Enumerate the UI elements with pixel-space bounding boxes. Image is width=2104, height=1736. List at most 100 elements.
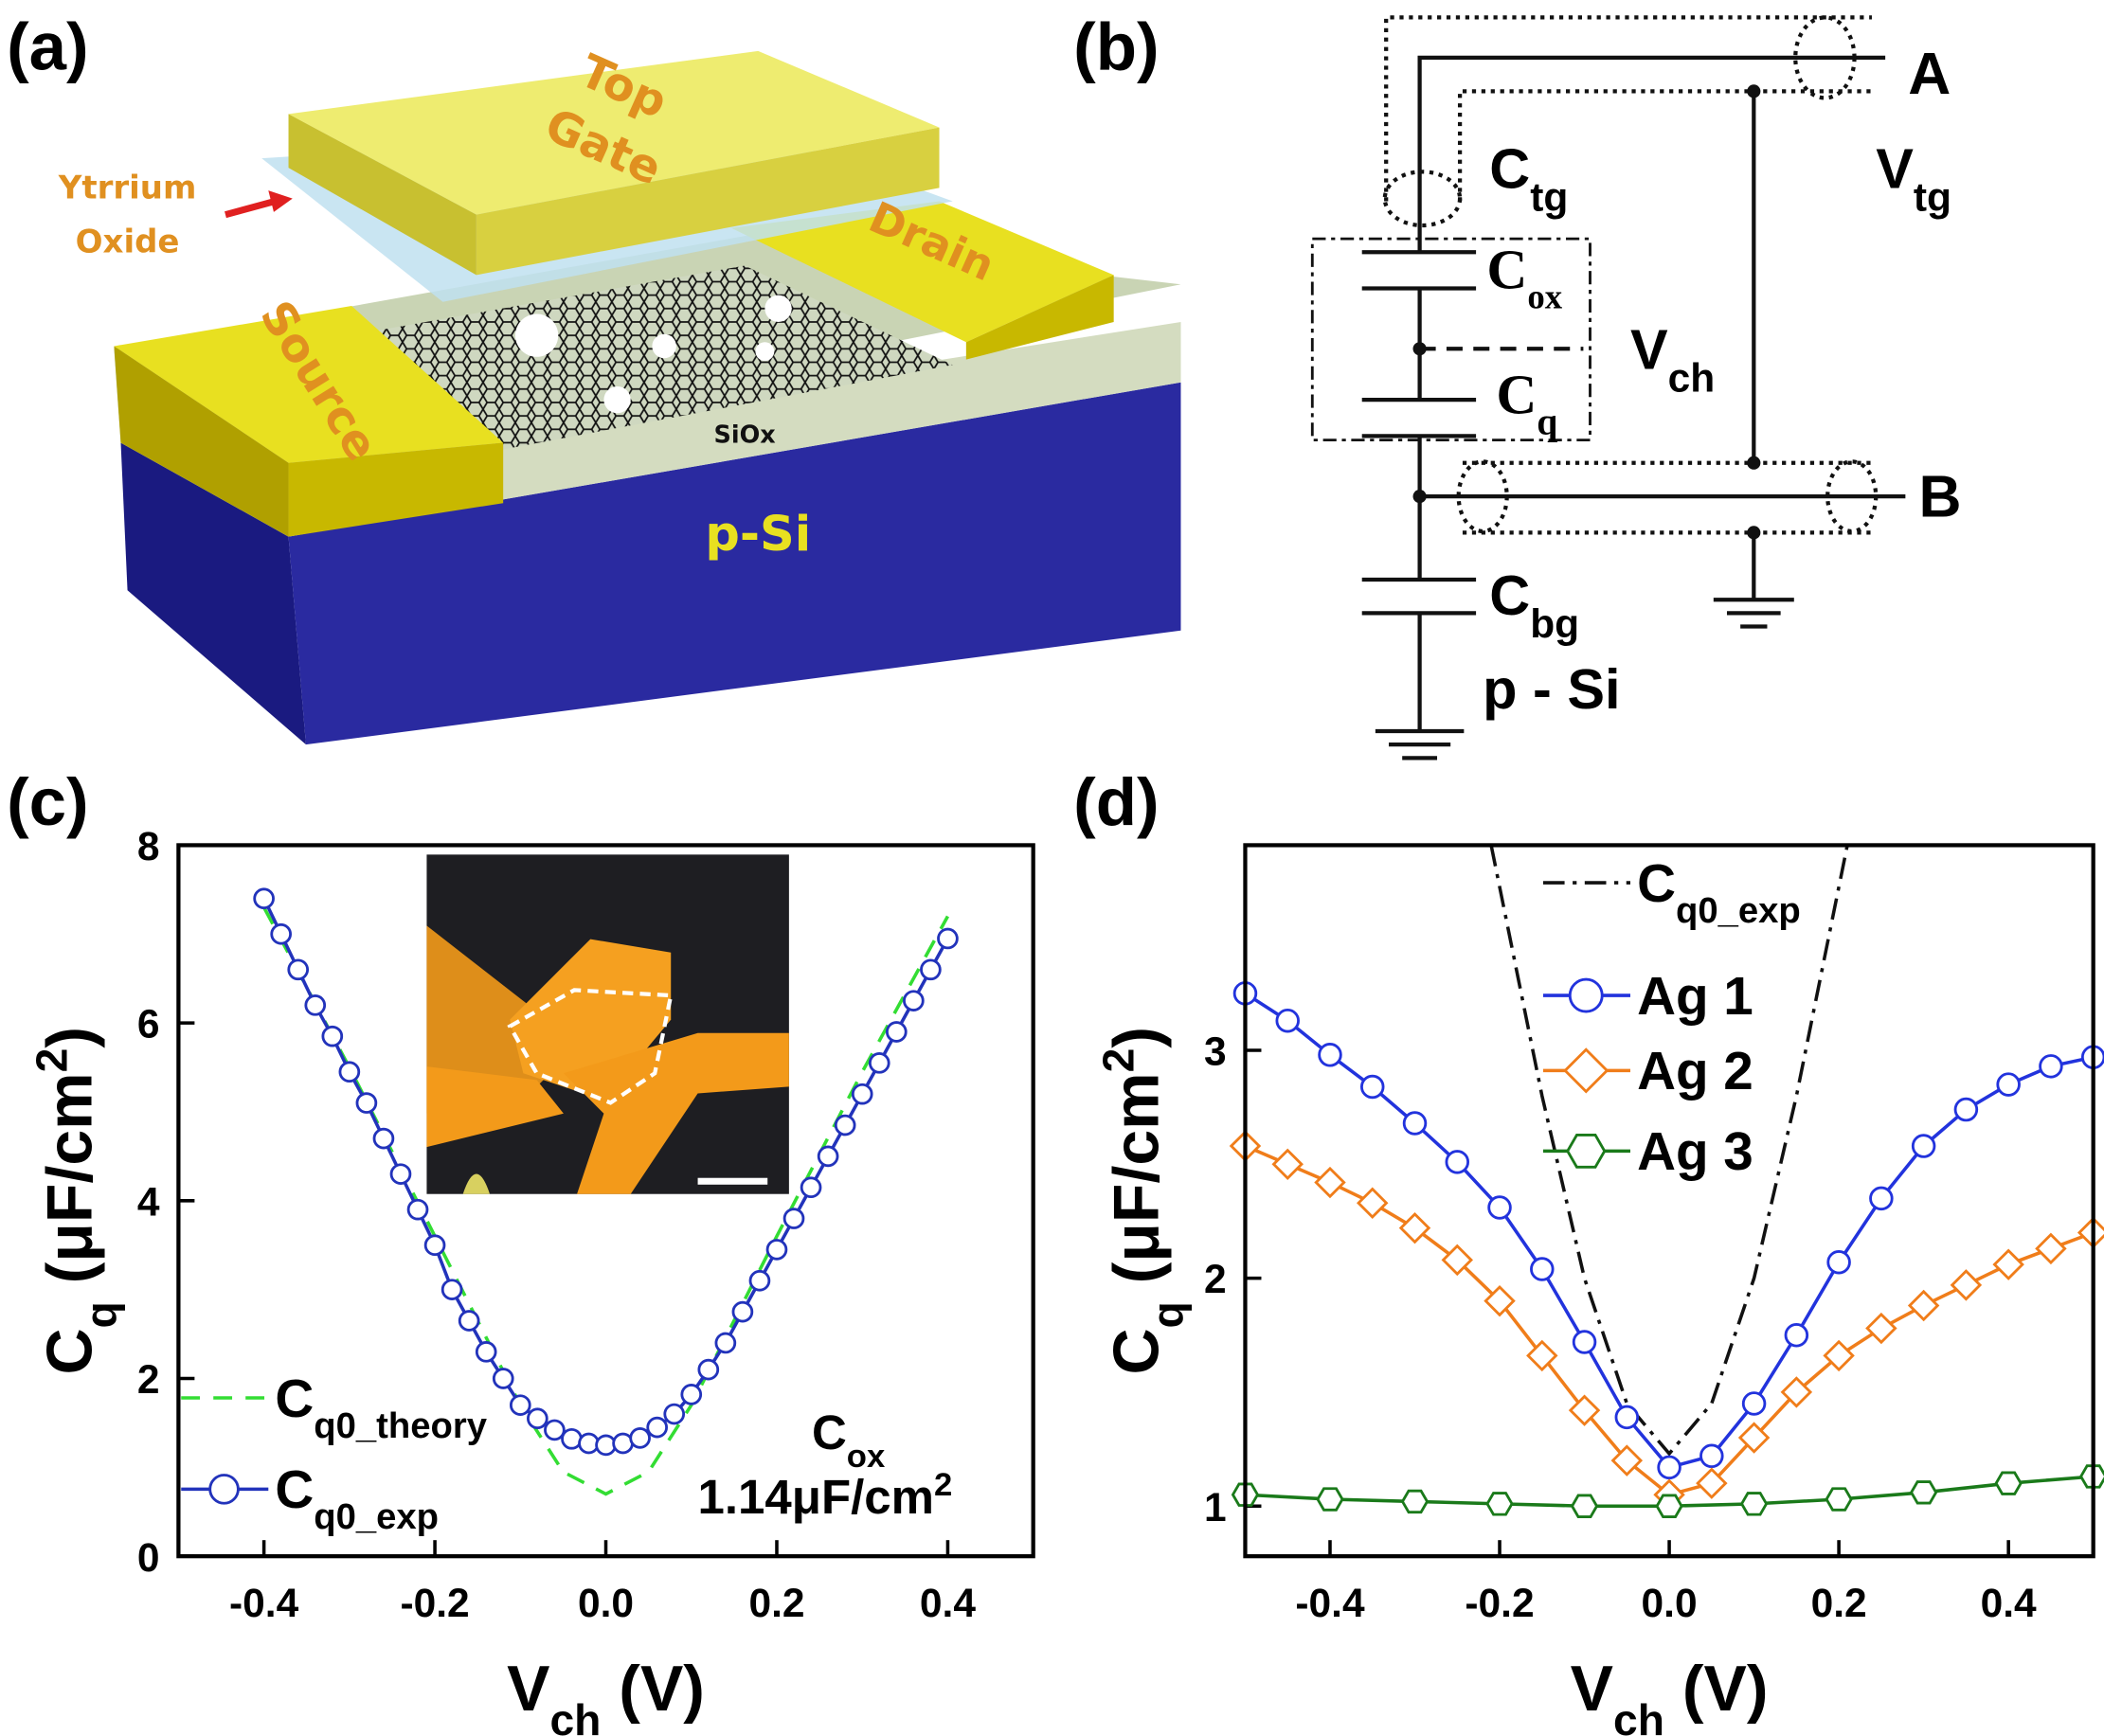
marker bbox=[1696, 1467, 1728, 1499]
marker bbox=[458, 1310, 480, 1332]
circuit-label: Cq bbox=[1496, 363, 1557, 442]
label-sub: ox bbox=[847, 1439, 886, 1475]
marker bbox=[1318, 1043, 1342, 1067]
y-axis-label: Cq (μF/cm2) bbox=[27, 1027, 125, 1375]
device-label: Ytrrium bbox=[58, 170, 197, 207]
x-tick-label: 0.2 bbox=[748, 1582, 804, 1626]
device-label: p-Si bbox=[705, 507, 811, 563]
x-axis-label: Vch (V) bbox=[507, 1653, 705, 1736]
marker bbox=[1275, 1008, 1300, 1033]
marker bbox=[1865, 1312, 1897, 1345]
marker bbox=[509, 1394, 531, 1416]
marker bbox=[1484, 1284, 1516, 1317]
marker bbox=[321, 1025, 344, 1047]
legend-label: Cq0_theory bbox=[275, 1369, 487, 1446]
legend-label: Cq0_exp bbox=[1637, 854, 1801, 931]
label-part: ) bbox=[33, 1027, 105, 1048]
label-part: C bbox=[1489, 564, 1530, 627]
label-part: C bbox=[1486, 239, 1527, 301]
marker bbox=[903, 990, 925, 1011]
circuit-label: Cox bbox=[1486, 239, 1562, 316]
circuit-label: Vtg bbox=[1876, 136, 1951, 220]
label-part: V bbox=[1630, 318, 1668, 382]
marker bbox=[1485, 1492, 1514, 1516]
label-sub: tg bbox=[1914, 175, 1951, 220]
marker bbox=[1741, 1391, 1767, 1416]
marker bbox=[817, 1145, 839, 1168]
marker bbox=[937, 927, 959, 950]
marker bbox=[731, 1300, 754, 1323]
marker bbox=[1398, 1211, 1431, 1244]
plot-frame bbox=[1243, 843, 2095, 1559]
marker bbox=[527, 1407, 548, 1430]
marker bbox=[1526, 1339, 1558, 1372]
panel-label: (a) bbox=[7, 10, 89, 85]
legend-text: C bbox=[275, 1369, 314, 1429]
y-tick-label: 4 bbox=[137, 1180, 160, 1225]
legend-sub: q0_exp bbox=[1676, 889, 1801, 930]
marker bbox=[544, 1419, 566, 1441]
marker bbox=[851, 1083, 873, 1105]
marker bbox=[1357, 1187, 1389, 1219]
legend-marker bbox=[1563, 1047, 1609, 1094]
series-line bbox=[1489, 845, 1849, 1457]
y-tick-label: 0 bbox=[137, 1536, 160, 1581]
label-part: V bbox=[1571, 1653, 1613, 1725]
marker bbox=[1784, 1323, 1809, 1348]
marker bbox=[270, 922, 292, 945]
y-tick-label: 8 bbox=[137, 825, 160, 869]
marker bbox=[782, 1208, 805, 1229]
legend-sub: q0_exp bbox=[314, 1496, 439, 1537]
label-sub: q bbox=[1537, 401, 1557, 442]
label-sub: bg bbox=[1530, 601, 1579, 646]
marker bbox=[1907, 1289, 1940, 1322]
marker bbox=[1823, 1339, 1855, 1372]
marker bbox=[1996, 1072, 2021, 1097]
legend-label: Ag 3 bbox=[1637, 1122, 1753, 1182]
marker bbox=[868, 1052, 890, 1074]
marker bbox=[1570, 1494, 1599, 1518]
marker bbox=[253, 887, 275, 910]
y-tick-label: 1 bbox=[1204, 1486, 1227, 1530]
label-sub: ch bbox=[549, 1695, 601, 1736]
marker bbox=[406, 1198, 429, 1221]
marker bbox=[1737, 1422, 1771, 1454]
marker bbox=[2035, 1232, 2067, 1265]
panel-label: (c) bbox=[7, 765, 89, 840]
label-sub: ch bbox=[1668, 356, 1716, 401]
marker bbox=[800, 1176, 822, 1199]
circuit-label: p - Si bbox=[1483, 657, 1620, 721]
marker bbox=[1400, 1489, 1430, 1514]
label-sub: tg bbox=[1530, 175, 1568, 220]
legend-sub: q0_theory bbox=[314, 1405, 487, 1445]
marker bbox=[1953, 1097, 1979, 1122]
label-part: V bbox=[1876, 136, 1914, 200]
marker bbox=[304, 994, 327, 1016]
legend-text: Ag 2 bbox=[1637, 1042, 1753, 1101]
marker bbox=[1780, 1376, 1813, 1408]
x-tick-label: 0.2 bbox=[1811, 1582, 1867, 1626]
marker bbox=[1909, 1480, 1938, 1505]
marker bbox=[1530, 1257, 1555, 1281]
marker bbox=[1487, 1195, 1512, 1220]
x-tick-label: 0.0 bbox=[1642, 1582, 1698, 1626]
x-tick-label: -0.2 bbox=[400, 1582, 469, 1626]
label-part: C bbox=[1496, 363, 1537, 425]
marker bbox=[663, 1403, 686, 1425]
circuit-label: Ctg bbox=[1489, 136, 1568, 220]
label-part: ) bbox=[1100, 1027, 1172, 1048]
marker bbox=[697, 1358, 720, 1381]
label-part: C bbox=[1489, 136, 1530, 200]
marker bbox=[338, 1061, 361, 1083]
marker bbox=[1699, 1443, 1724, 1469]
marker bbox=[1445, 1150, 1470, 1174]
marker bbox=[1402, 1111, 1428, 1136]
marker bbox=[389, 1163, 412, 1185]
circuit-label: Vch bbox=[1630, 318, 1715, 402]
label-part: (V) bbox=[1664, 1653, 1769, 1725]
label-sub: q bbox=[76, 1301, 125, 1328]
marker bbox=[1825, 1487, 1853, 1512]
marker bbox=[1826, 1250, 1851, 1275]
marker bbox=[1911, 1134, 1936, 1158]
